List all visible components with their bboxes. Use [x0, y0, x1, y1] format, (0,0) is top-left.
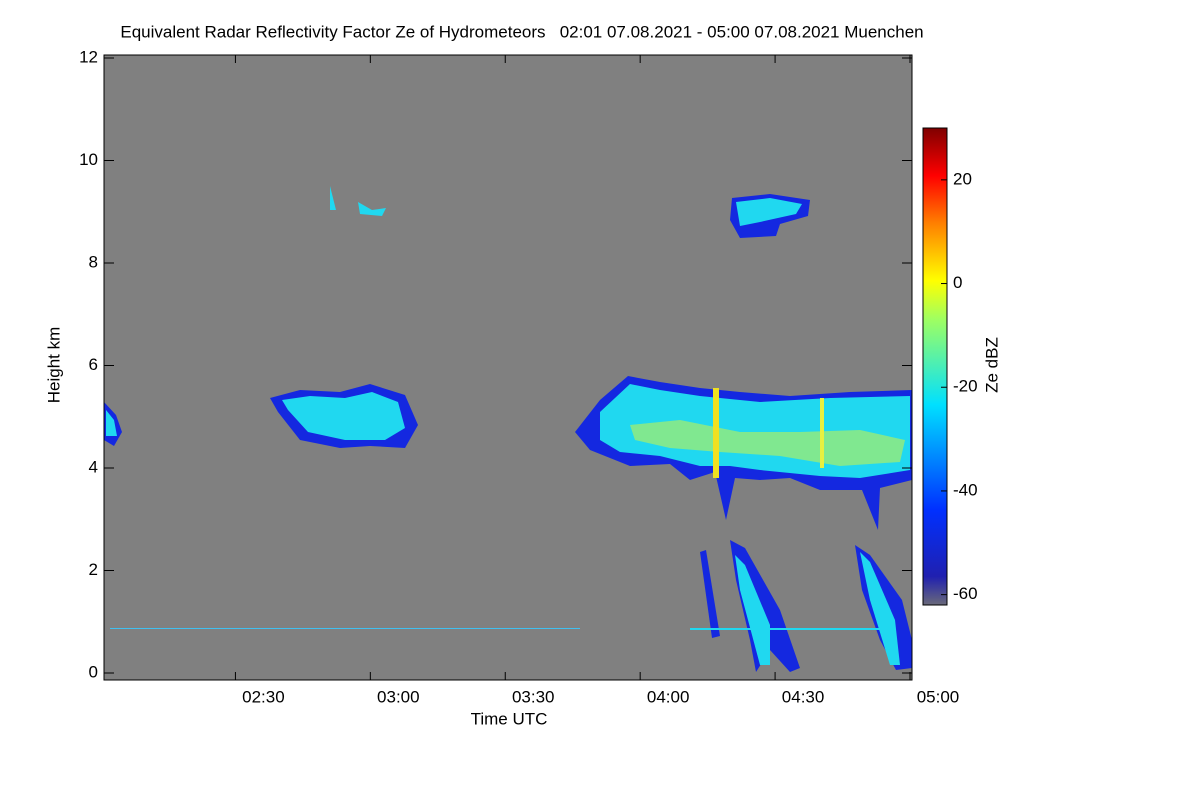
colorbar	[922, 127, 948, 606]
echoes	[104, 186, 912, 672]
y-tick-label: 2	[89, 560, 98, 579]
x-tick-label: 04:30	[782, 687, 825, 706]
colorbar-tick-label: -60	[953, 584, 978, 603]
y-axis-label: Height km	[44, 327, 63, 404]
y-tick-label: 4	[89, 457, 98, 476]
y-tick-label: 10	[79, 150, 98, 169]
colorbar-tick-label: -20	[953, 377, 978, 396]
x-tick-label: 02:30	[242, 687, 285, 706]
x-axis-label: Time UTC	[471, 709, 548, 728]
plot-area	[104, 55, 912, 680]
y-tick-label: 12	[79, 47, 98, 66]
plot-frame	[103, 54, 913, 681]
chart-title: Equivalent Radar Reflectivity Factor Ze …	[120, 22, 923, 41]
x-tick-label: 05:00	[917, 687, 960, 706]
colorbar-label: Ze dBZ	[982, 337, 1001, 393]
y-tick-label: 6	[89, 355, 98, 374]
colorbar-tick-label: 0	[953, 273, 962, 292]
x-tick-label: 03:00	[377, 687, 420, 706]
colorbar-tick-label: -40	[953, 480, 978, 499]
x-tick-label: 03:30	[512, 687, 555, 706]
y-tick-label: 8	[89, 252, 98, 271]
x-tick-label: 04:00	[647, 687, 690, 706]
y-tick-label: 0	[89, 662, 98, 681]
colorbar-tick-label: 20	[953, 169, 972, 188]
